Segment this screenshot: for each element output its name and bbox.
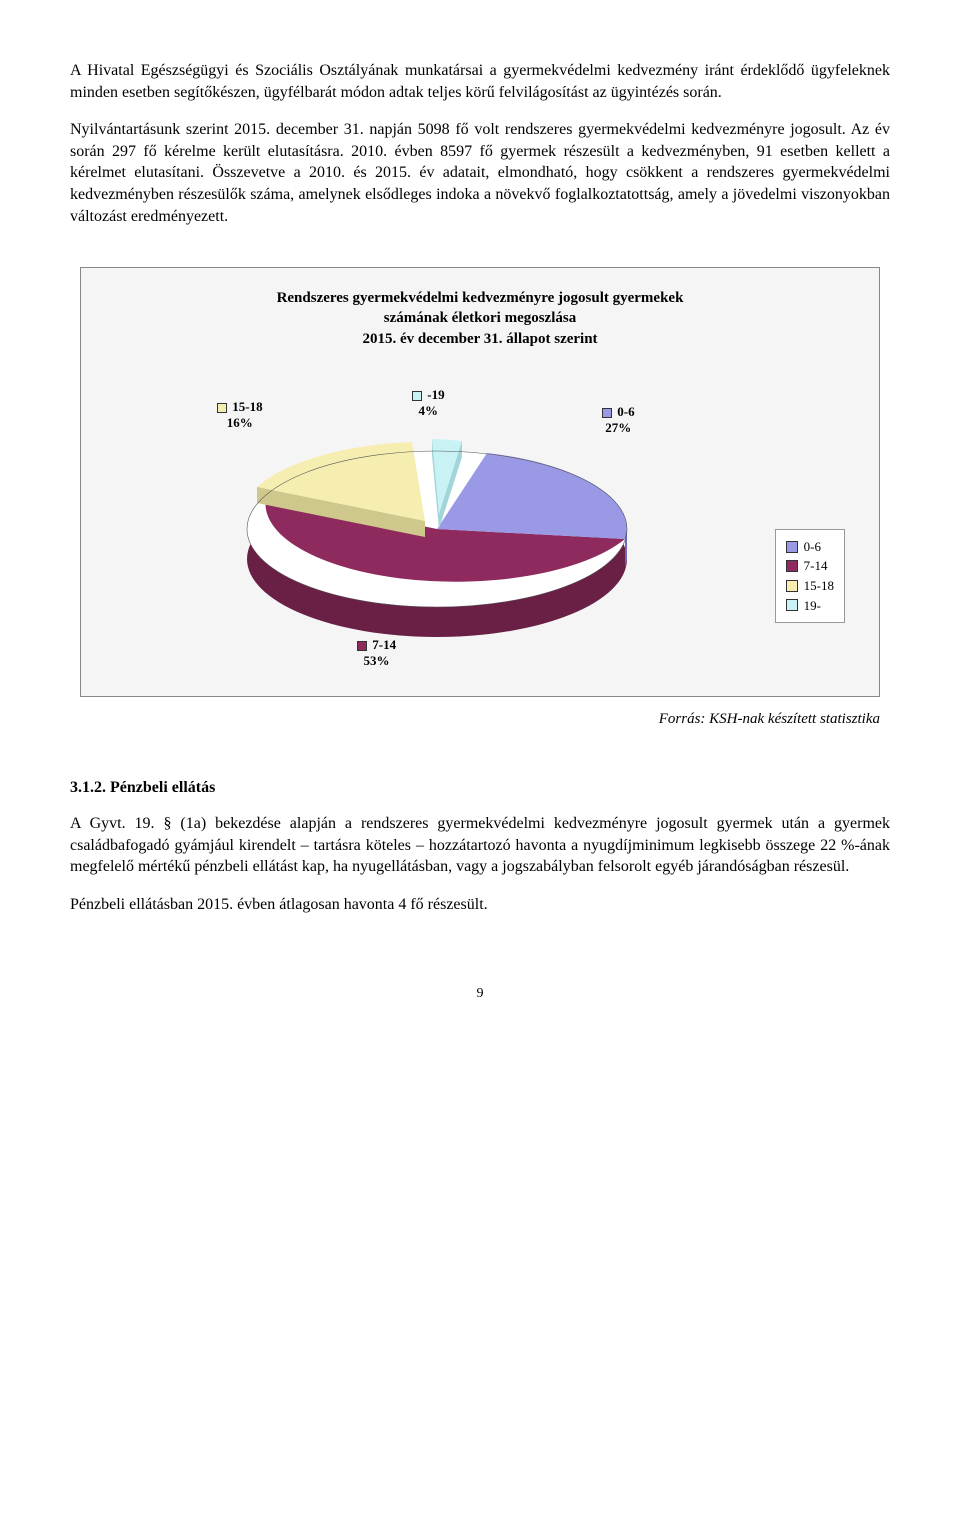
callout-19-pct: 4% — [419, 403, 439, 418]
legend-label-19: 19- — [804, 597, 821, 615]
paragraph-2: Nyilvántartásunk szerint 2015. december … — [70, 119, 890, 227]
callout-15-18-pct: 16% — [227, 415, 253, 430]
legend-swatch-7-14 — [786, 560, 798, 572]
paragraph-4: Pénzbeli ellátásban 2015. évben átlagosa… — [70, 894, 890, 916]
pie-svg — [207, 409, 727, 669]
page-number: 9 — [70, 985, 890, 1004]
callout-0-6: 0-6 27% — [602, 404, 635, 435]
chart-title: Rendszeres gyermekvédelmi kedvezményre j… — [97, 288, 863, 349]
pie-chart-container: Rendszeres gyermekvédelmi kedvezményre j… — [80, 267, 880, 697]
callout-15-18: 15-18 16% — [217, 399, 263, 430]
callout-0-6-pct: 27% — [605, 420, 631, 435]
callout-19-swatch — [412, 391, 422, 401]
chart-title-line1: Rendszeres gyermekvédelmi kedvezményre j… — [277, 290, 684, 306]
section-heading: 3.1.2. Pénzbeli ellátás — [70, 777, 890, 799]
chart-title-line3: 2015. év december 31. állapot szerint — [362, 331, 597, 347]
callout-7-14: 7-14 53% — [357, 637, 396, 668]
legend-label-15-18: 15-18 — [804, 577, 834, 595]
legend-item-7-14: 7-14 — [786, 557, 834, 575]
legend-swatch-19 — [786, 599, 798, 611]
chart-source: Forrás: KSH-nak készített statisztika — [70, 709, 880, 729]
legend-swatch-0-6 — [786, 541, 798, 553]
legend-item-19: 19- — [786, 597, 834, 615]
legend-swatch-15-18 — [786, 580, 798, 592]
legend-item-0-6: 0-6 — [786, 538, 834, 556]
legend-label-7-14: 7-14 — [804, 557, 828, 575]
callout-7-14-label: 7-14 — [372, 637, 396, 652]
callout-19: -19 4% — [412, 387, 445, 418]
chart-legend: 0-6 7-14 15-18 19- — [775, 529, 845, 623]
callout-19-label: -19 — [427, 387, 444, 402]
legend-label-0-6: 0-6 — [804, 538, 821, 556]
legend-item-15-18: 15-18 — [786, 577, 834, 595]
paragraph-1: A Hivatal Egészségügyi és Szociális Oszt… — [70, 60, 890, 103]
paragraph-3: A Gyvt. 19. § (1a) bekezdése alapján a r… — [70, 813, 890, 878]
chart-title-line2: számának életkori megoszlása — [384, 310, 576, 326]
callout-7-14-pct: 53% — [364, 653, 390, 668]
callout-0-6-swatch — [602, 408, 612, 418]
pie-area: 15-18 16% -19 4% 0-6 27% 7-14 53% 0-6 — [97, 359, 863, 679]
callout-7-14-swatch — [357, 641, 367, 651]
callout-0-6-label: 0-6 — [617, 404, 634, 419]
callout-15-18-label: 15-18 — [232, 399, 262, 414]
callout-15-18-swatch — [217, 403, 227, 413]
